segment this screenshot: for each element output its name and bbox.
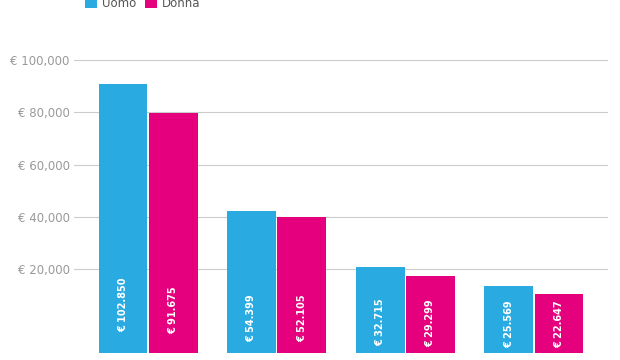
Text: € 91.675: € 91.675 [168,286,178,334]
Text: € 102.850: € 102.850 [118,277,128,332]
Bar [534,294,583,353]
Text: € 32.715: € 32.715 [375,299,385,346]
Text: € 52.105: € 52.105 [297,294,307,342]
Bar [149,113,198,353]
Bar [484,286,533,353]
Text: € 29.299: € 29.299 [425,300,435,347]
Bar [277,217,326,353]
Text: € 22.647: € 22.647 [554,301,564,348]
Text: € 25.569: € 25.569 [504,300,514,348]
Bar [99,84,148,353]
Legend: Uomo, Donna: Uomo, Donna [81,0,205,15]
Bar [356,267,405,353]
Text: € 54.399: € 54.399 [247,294,257,342]
Bar [406,276,455,353]
Bar [227,211,276,353]
